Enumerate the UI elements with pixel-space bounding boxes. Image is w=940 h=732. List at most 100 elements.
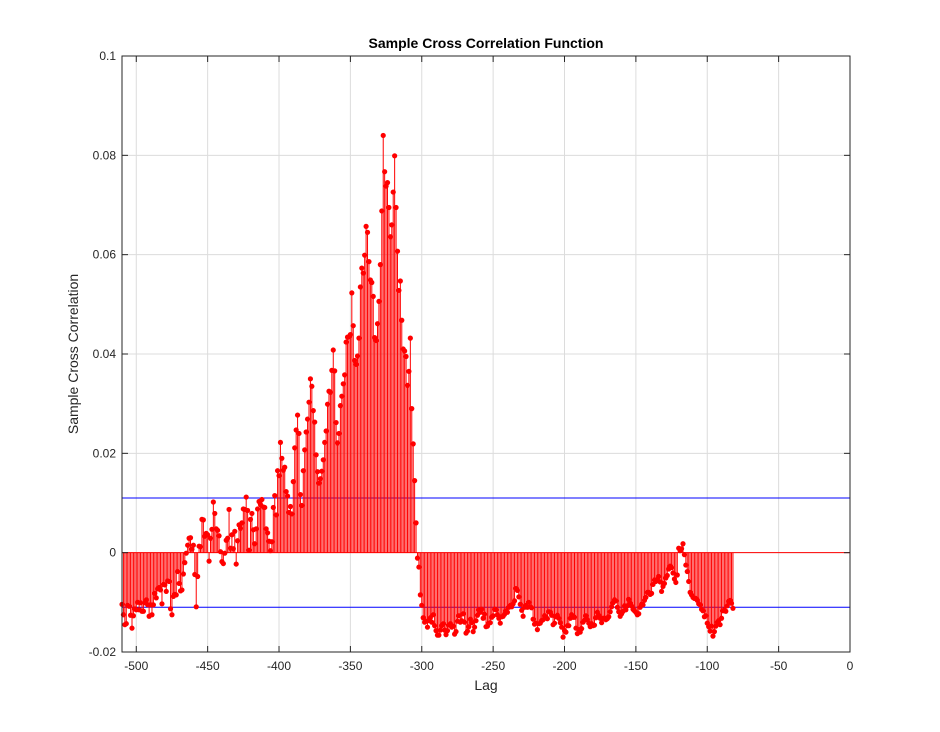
stem-marker xyxy=(364,229,371,235)
stem-marker xyxy=(394,248,401,254)
stem-marker xyxy=(180,571,186,577)
stem-marker xyxy=(673,579,679,586)
stem-marker xyxy=(123,621,129,627)
axes xyxy=(121,55,851,653)
x-tick-label: -400 xyxy=(267,659,291,673)
stem-marker xyxy=(534,627,540,633)
stem-marker xyxy=(717,622,723,628)
stem-marker xyxy=(392,153,398,159)
stem-marker xyxy=(443,632,449,638)
stem-marker xyxy=(153,595,159,601)
stem-marker xyxy=(413,520,419,526)
stem-marker xyxy=(382,169,388,175)
stem-marker xyxy=(473,618,479,624)
stem-marker xyxy=(504,609,511,615)
stem-marker xyxy=(279,455,285,461)
stem-marker xyxy=(312,419,318,425)
stem-marker xyxy=(190,542,196,548)
stem-marker xyxy=(609,604,615,610)
stem-marker xyxy=(511,598,518,604)
stem-marker xyxy=(350,323,356,329)
stem-marker xyxy=(363,223,369,229)
stem-marker xyxy=(724,603,730,609)
stem-marker xyxy=(713,623,719,629)
stem-marker xyxy=(195,573,201,580)
stem-marker xyxy=(314,469,321,475)
stem-marker xyxy=(636,611,642,617)
stem-marker xyxy=(169,612,175,618)
stem-marker xyxy=(313,452,319,458)
stem-marker xyxy=(296,430,302,437)
x-tick-labels: -500 -450 -400 -350 -300 -250 -200 -150 -100 -50 0 xyxy=(124,659,853,673)
stem-marker xyxy=(579,626,585,632)
stem-marker xyxy=(444,628,451,634)
stem-marker xyxy=(680,541,686,547)
stem-marker xyxy=(648,590,655,596)
stem-marker xyxy=(718,615,725,621)
stem-marker xyxy=(294,412,301,418)
stem-marker xyxy=(229,532,235,538)
stem-marker xyxy=(263,526,269,532)
stem-marker xyxy=(265,530,271,536)
stem-marker xyxy=(370,293,376,299)
y-tick-label: 0.06 xyxy=(93,248,117,262)
stem-marker xyxy=(424,624,431,630)
stem-marker xyxy=(471,624,478,630)
stem-marker xyxy=(429,619,435,625)
stem-marker xyxy=(369,279,375,286)
stem-marker xyxy=(520,613,526,619)
stem-marker xyxy=(287,503,294,510)
stem-marker xyxy=(274,468,281,474)
stem-marker xyxy=(349,290,355,296)
stem-marker xyxy=(410,441,416,447)
stem-marker xyxy=(310,408,316,414)
stem-marker xyxy=(407,335,413,341)
stem-series xyxy=(119,132,736,640)
stem-marker xyxy=(282,464,288,470)
x-tick-label: -350 xyxy=(338,659,362,673)
chart-title: Sample Cross Correlation Function xyxy=(369,35,604,51)
y-tick-label: -0.02 xyxy=(89,645,117,659)
stem-marker xyxy=(497,620,503,626)
stem-marker xyxy=(399,317,405,323)
x-tick-label: -50 xyxy=(770,659,788,673)
stem-marker xyxy=(216,533,222,539)
stem-marker xyxy=(249,510,255,517)
stem-marker xyxy=(205,532,211,538)
x-tick-label: -250 xyxy=(481,659,505,673)
stem-marker xyxy=(563,629,569,635)
stem-marker xyxy=(409,406,415,412)
stem-marker xyxy=(140,608,147,614)
stem-marker xyxy=(307,376,314,382)
stem-marker xyxy=(551,620,558,626)
stem-marker xyxy=(711,629,717,635)
stem-marker xyxy=(366,259,372,265)
stem-marker xyxy=(210,499,216,505)
stem-marker xyxy=(277,439,284,446)
stem-marker xyxy=(309,383,315,389)
stem-marker xyxy=(403,353,409,360)
stem-marker xyxy=(606,614,612,620)
stem-marker xyxy=(643,594,649,600)
stem-marker xyxy=(658,588,665,595)
stem-marker xyxy=(272,492,278,499)
stem-marker xyxy=(380,132,386,139)
stem-marker xyxy=(215,527,221,533)
x-tick-label: -300 xyxy=(410,659,434,673)
stem-marker xyxy=(130,613,137,619)
stem-marker xyxy=(490,613,496,619)
stem-marker xyxy=(384,180,391,186)
stem-marker xyxy=(245,507,251,514)
stem-marker xyxy=(129,625,135,631)
stem-marker xyxy=(259,496,265,503)
stem-marker xyxy=(233,561,239,567)
x-tick-label: -500 xyxy=(124,659,148,673)
stem-marker xyxy=(149,612,155,618)
stem-marker xyxy=(730,605,736,611)
stem-marker xyxy=(723,608,729,614)
x-tick-label: 0 xyxy=(847,659,854,673)
stem-marker xyxy=(560,634,566,640)
stem-marker xyxy=(412,478,418,484)
